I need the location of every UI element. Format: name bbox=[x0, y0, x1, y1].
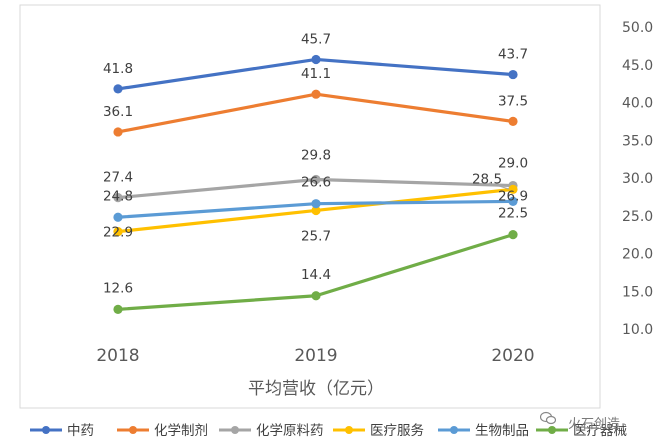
legend-marker bbox=[450, 426, 458, 434]
y-tick-label: 15.0 bbox=[622, 284, 653, 300]
data-label: 45.7 bbox=[301, 31, 331, 47]
legend-marker bbox=[42, 426, 50, 434]
legend-marker bbox=[129, 426, 137, 434]
legend-marker bbox=[231, 426, 239, 434]
legend-label: 医疗器械 bbox=[573, 423, 627, 439]
data-point bbox=[311, 199, 321, 209]
data-label: 43.7 bbox=[498, 47, 528, 63]
data-point bbox=[311, 205, 321, 216]
data-label: 29.8 bbox=[301, 148, 331, 164]
data-point bbox=[113, 227, 123, 237]
y-tick-label: 20.0 bbox=[622, 247, 653, 263]
x-axis-title: 平均营收（亿元） bbox=[248, 379, 384, 399]
legend-label: 化学原料药 bbox=[256, 423, 324, 439]
data-label: 37.5 bbox=[498, 93, 528, 109]
data-label: 26.6 bbox=[301, 175, 331, 191]
y-tick-label: 10.0 bbox=[622, 322, 653, 338]
y-tick-label: 25.0 bbox=[622, 209, 653, 225]
data-label: 29.0 bbox=[498, 156, 528, 172]
plot-frame bbox=[19, 4, 601, 409]
y-tick-label: 45.0 bbox=[622, 58, 653, 74]
data-point bbox=[311, 89, 321, 99]
data-point bbox=[508, 116, 518, 126]
legend-label: 生物制品 bbox=[475, 423, 529, 439]
x-tick-label: 2020 bbox=[491, 346, 534, 366]
legend-label: 中药 bbox=[67, 423, 94, 439]
legend-marker bbox=[345, 426, 353, 434]
legend-label: 医疗服务 bbox=[370, 423, 424, 439]
data-label: 24.8 bbox=[103, 188, 133, 204]
data-label: 36.1 bbox=[103, 104, 133, 120]
data-point bbox=[113, 127, 123, 137]
data-point bbox=[508, 184, 518, 194]
data-label: 12.6 bbox=[103, 280, 133, 296]
y-tick-label: 30.0 bbox=[622, 171, 653, 187]
data-point bbox=[508, 196, 518, 207]
data-label: 27.4 bbox=[103, 170, 133, 186]
y-tick-label: 35.0 bbox=[622, 133, 653, 149]
series-line bbox=[117, 92, 514, 134]
data-point bbox=[113, 304, 123, 314]
legend-label: 化学制剂 bbox=[154, 423, 208, 439]
data-point bbox=[113, 212, 123, 222]
data-point bbox=[311, 54, 321, 65]
wechat-icon bbox=[540, 411, 556, 425]
data-label: 41.8 bbox=[103, 61, 133, 77]
data-label: 41.1 bbox=[301, 66, 331, 82]
y-tick-label: 40.0 bbox=[622, 96, 653, 112]
data-label: 28.5 bbox=[472, 171, 502, 187]
data-label: 25.7 bbox=[301, 228, 331, 244]
data-point bbox=[113, 193, 123, 203]
data-point bbox=[508, 230, 518, 240]
x-tick-label: 2018 bbox=[96, 346, 139, 366]
data-label: 22.5 bbox=[498, 206, 528, 222]
data-point bbox=[508, 69, 518, 80]
data-label: 22.9 bbox=[103, 225, 133, 241]
label-leader-line bbox=[488, 182, 510, 190]
data-point bbox=[311, 291, 321, 301]
legend-marker bbox=[548, 426, 556, 434]
y-tick-label: 50.0 bbox=[622, 20, 653, 36]
data-point bbox=[311, 174, 321, 185]
data-point bbox=[113, 84, 123, 94]
x-tick-label: 2019 bbox=[294, 346, 337, 366]
watermark-text: 火石创造 bbox=[568, 417, 621, 432]
data-label: 26.9 bbox=[498, 188, 528, 204]
data-label: 14.4 bbox=[301, 267, 331, 283]
